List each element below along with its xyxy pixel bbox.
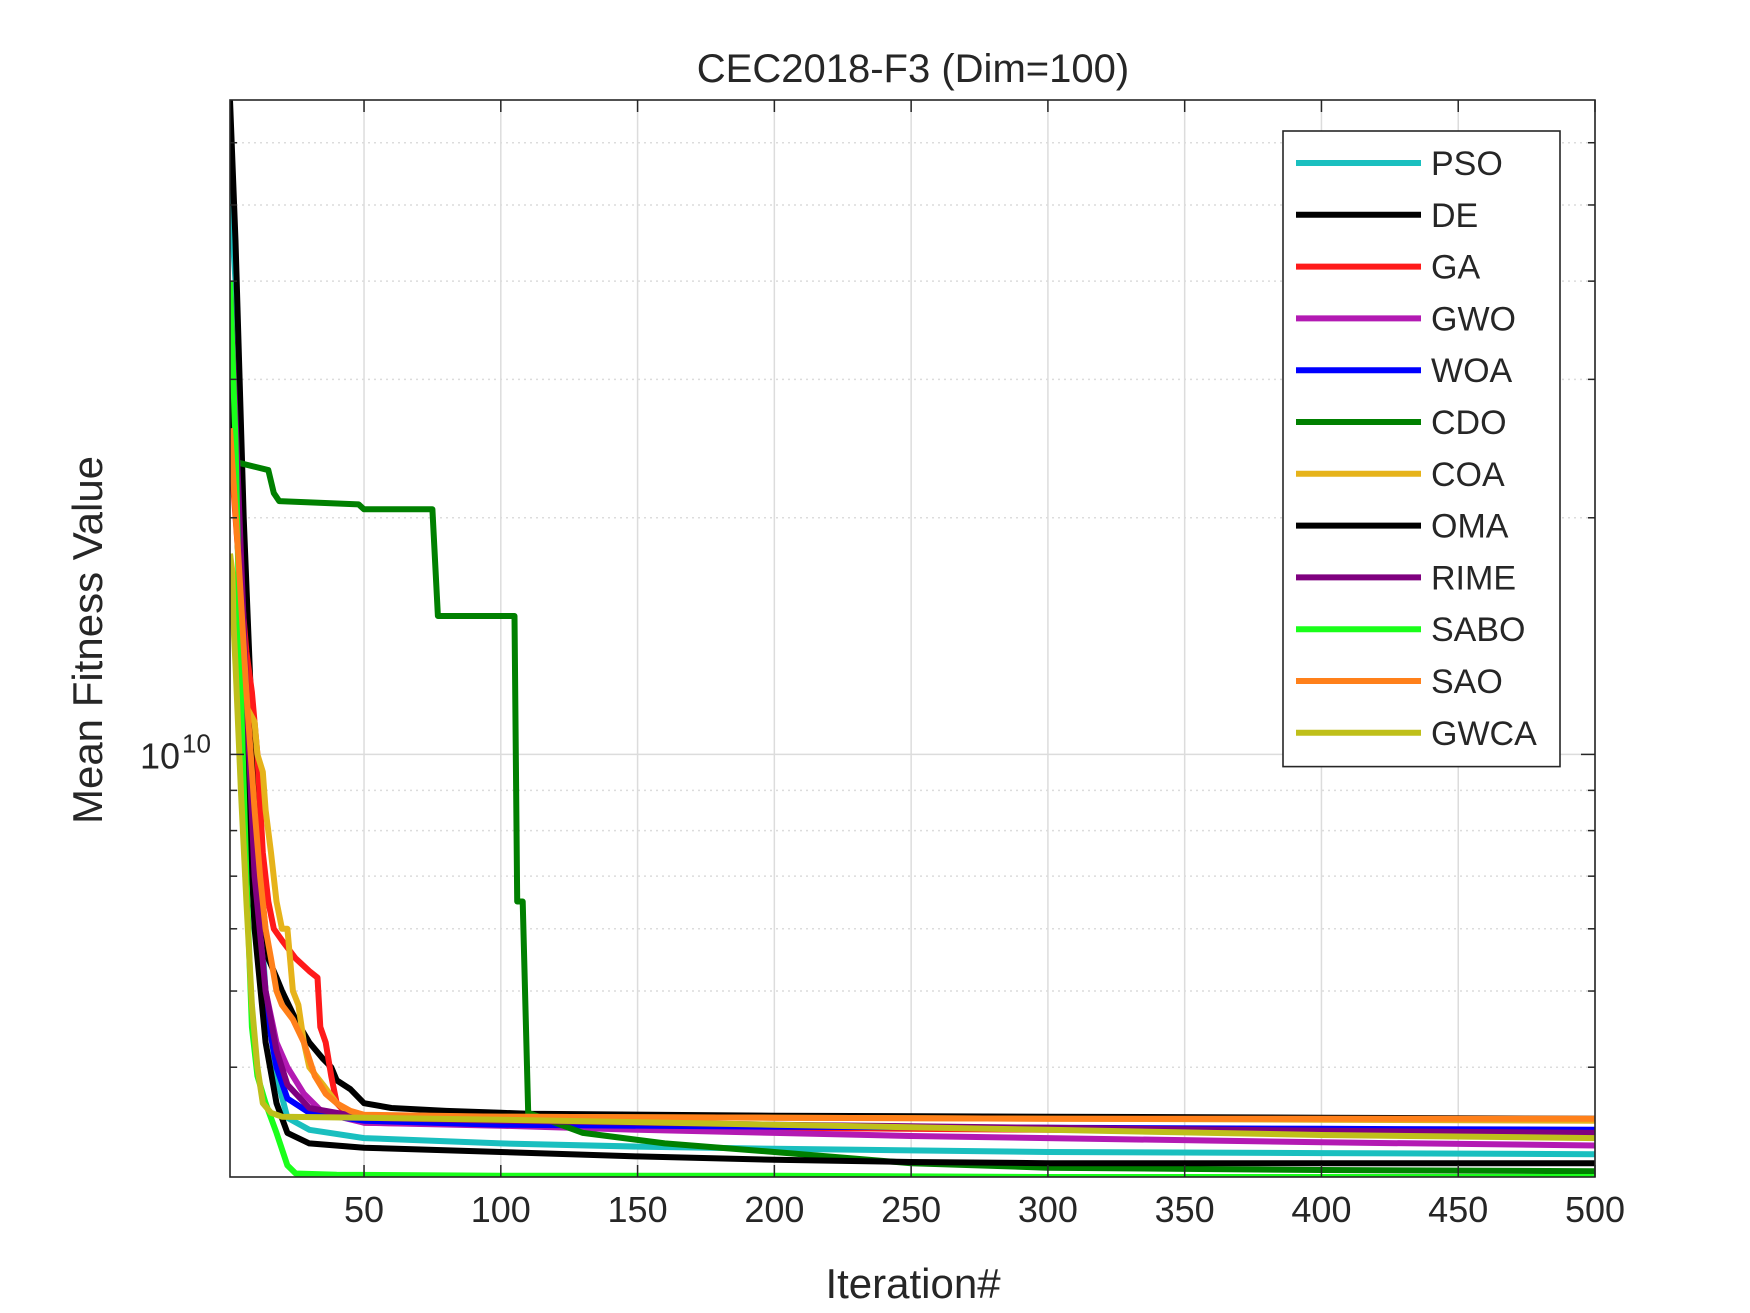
y-tick-label: 10 [140,735,180,776]
legend-label: DE [1431,197,1478,235]
y-tick-exponent: 10 [182,728,211,758]
x-tick-label: 400 [1291,1189,1351,1230]
x-tick-label: 250 [881,1189,941,1230]
x-tick-label: 300 [1018,1189,1078,1230]
x-tick-labels: 50 100 150 200 250 300 350 400 450 500 [344,1189,1625,1230]
plot-area [230,100,1595,1177]
series-line-sao [230,428,1595,1122]
chart-title: CEC2018-F3 (Dim=100) [697,47,1129,91]
x-tick-label: 150 [608,1189,668,1230]
legend-item-sabo: SABO [1296,611,1525,649]
y-tick-labels: 10 10 [140,728,211,776]
legend-label: CDO [1431,404,1507,442]
legend-item-cdo: CDO [1296,404,1507,442]
x-tick-label: 500 [1565,1189,1625,1230]
x-axis-label: Iteration# [825,1260,1001,1307]
series-lines [230,100,1595,1177]
legend-label: PSO [1431,145,1503,183]
legend-item-sao: SAO [1296,663,1503,701]
axes-box [229,99,1596,1178]
series-line-gwca [230,553,1595,1142]
legend-label: COA [1431,456,1505,494]
legend-label: WOA [1431,352,1513,390]
legend: PSO DE GA GWO WOA CDO COA OMA RIME SABO SAO GWCA [1282,130,1561,768]
legend-label: RIME [1431,559,1516,597]
legend-label: OMA [1431,508,1509,546]
x-tick-label: 450 [1428,1189,1488,1230]
x-tick-label: 100 [471,1189,531,1230]
legend-label: GWCA [1431,715,1537,753]
legend-item-rime: RIME [1296,559,1516,597]
legend-label: GA [1431,249,1480,287]
legend-label: SABO [1431,611,1525,649]
legend-label: SAO [1431,663,1503,701]
legend-item-gwo: GWO [1296,300,1516,338]
legend-label: GWO [1431,300,1516,338]
legend-item-coa: COA [1296,456,1505,494]
legend-box [1282,130,1561,768]
legend-item-ga: GA [1296,249,1480,287]
x-tick-label: 200 [744,1189,804,1230]
legend-item-de: DE [1296,197,1478,235]
x-tick-label: 350 [1155,1189,1215,1230]
axis-ticks [230,100,1596,1177]
y-axis-label: Mean Fitness Value [64,456,111,824]
legend-item-gwca: GWCA [1296,715,1537,753]
legend-item-pso: PSO [1296,145,1503,183]
legend-item-oma: OMA [1296,508,1509,546]
legend-item-woa: WOA [1296,352,1513,390]
x-tick-label: 50 [344,1189,384,1230]
